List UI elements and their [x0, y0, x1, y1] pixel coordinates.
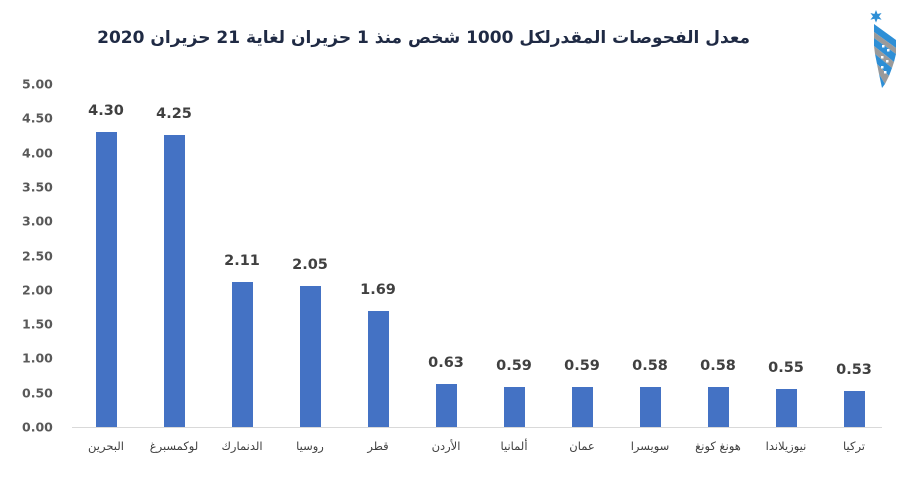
y-tick-label: 0.50	[22, 385, 53, 401]
chart-title: معدل الفحوصات المقدرلكل 1000 شخص منذ 1 ح…	[97, 28, 750, 48]
x-category-label: ألمانيا	[500, 439, 528, 453]
bar	[775, 389, 797, 427]
y-tick-label: 2.00	[22, 282, 53, 298]
y-tick-label: 3.50	[22, 179, 53, 195]
y-tick-label: 5.00	[22, 76, 53, 92]
bar	[95, 132, 117, 427]
bar	[435, 383, 457, 427]
data-label: 0.55	[768, 360, 804, 377]
bar	[503, 386, 525, 427]
x-category-label: عمان	[569, 439, 595, 453]
x-category-label: البحرين	[88, 439, 124, 453]
data-label: 2.05	[292, 257, 328, 274]
data-label: 0.59	[496, 357, 532, 374]
bar	[639, 387, 661, 427]
y-tick-label: 4.50	[22, 110, 53, 126]
x-category-label: سويسرا	[630, 439, 670, 453]
bar	[163, 135, 185, 427]
x-category-label: هونغ كونغ	[695, 439, 741, 453]
data-label: 0.58	[700, 358, 736, 375]
x-category-label: روسيا	[296, 439, 324, 453]
x-axis-baseline	[72, 427, 882, 428]
y-tick-label: 0.00	[22, 419, 53, 435]
bar	[231, 282, 253, 427]
y-tick-label: 4.00	[22, 145, 53, 161]
data-label: 2.11	[224, 253, 260, 270]
data-label: 4.25	[156, 106, 192, 123]
bar	[299, 286, 321, 427]
data-label: 0.53	[836, 361, 872, 378]
bar	[571, 386, 593, 427]
x-category-label: قطر	[367, 439, 389, 453]
y-tick-label: 2.50	[22, 248, 53, 263]
y-tick-label: 1.50	[22, 316, 53, 332]
x-category-label: الدنمارك	[221, 439, 263, 453]
bar	[707, 387, 729, 427]
y-tick-label: 3.00	[22, 213, 53, 229]
data-label: 4.30	[88, 103, 124, 120]
bar	[367, 311, 389, 427]
x-category-label: نيوزيلاندا	[765, 439, 807, 453]
x-category-label: لوكمسبرغ	[149, 439, 199, 453]
bar	[843, 390, 865, 427]
y-tick-label: 1.00	[22, 350, 53, 366]
x-category-label: تركيا	[843, 439, 865, 453]
data-label: 0.59	[564, 357, 600, 374]
x-category-label: الأردن	[431, 439, 461, 453]
data-label: 0.58	[632, 358, 668, 375]
jordan-star-ribbon-logo-icon	[870, 10, 896, 88]
data-label: 1.69	[360, 282, 396, 299]
data-label: 0.63	[428, 354, 464, 371]
